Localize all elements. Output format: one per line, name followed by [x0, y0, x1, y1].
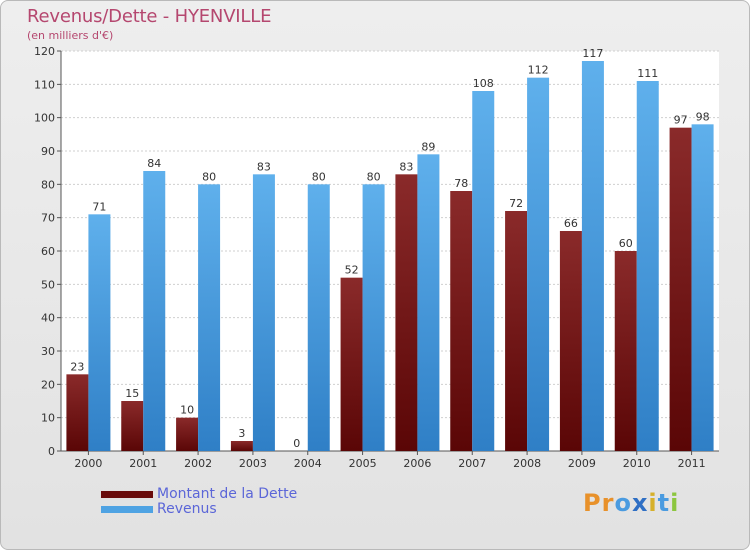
bar-revenus — [691, 124, 714, 451]
logo-letter: o — [614, 489, 632, 517]
data-label-revenus: 111 — [637, 67, 658, 80]
data-label-revenus: 117 — [582, 47, 603, 60]
y-tick-label: 0 — [48, 445, 55, 458]
bar-revenus — [527, 77, 550, 452]
bar-revenus — [472, 91, 495, 451]
bar-dette — [340, 277, 363, 451]
bar-dette — [176, 417, 199, 451]
bar-dette — [450, 191, 473, 451]
data-label-revenus: 71 — [92, 200, 106, 213]
proxiti-logo: Proxiti — [583, 489, 679, 517]
x-tick-label: 2009 — [568, 457, 596, 470]
data-label-dette: 83 — [399, 160, 413, 173]
x-tick-label: 2003 — [239, 457, 267, 470]
y-tick-label: 60 — [41, 245, 55, 258]
legend-swatch-dette — [101, 491, 153, 498]
data-label-dette: 97 — [674, 114, 688, 127]
bar-revenus — [581, 61, 604, 451]
y-tick-label: 10 — [41, 412, 55, 425]
x-tick-label: 2011 — [678, 457, 706, 470]
y-tick-label: 50 — [41, 278, 55, 291]
logo-letter: i — [670, 489, 680, 517]
logo-letter: t — [657, 489, 671, 517]
legend-label-dette: Montant de la Dette — [157, 486, 298, 502]
x-tick-label: 2001 — [129, 457, 157, 470]
y-tick-label: 120 — [34, 45, 55, 58]
data-label-dette: 60 — [619, 237, 633, 250]
y-tick-label: 100 — [34, 112, 55, 125]
bar-revenus — [362, 184, 385, 452]
x-tick-label: 2000 — [74, 457, 102, 470]
bar-revenus — [88, 214, 111, 451]
bar-dette — [121, 401, 144, 451]
logo-letter: r — [601, 489, 615, 517]
legend-label-revenus: Revenus — [157, 501, 217, 517]
bar-revenus — [307, 184, 330, 452]
legend-item-revenus: Revenus — [101, 501, 361, 517]
legend: Montant de la Dette Revenus — [101, 486, 361, 517]
y-tick-label: 30 — [41, 345, 55, 358]
y-tick-label: 90 — [41, 145, 55, 158]
data-label-dette: 23 — [70, 360, 84, 373]
data-label-dette: 0 — [293, 437, 300, 450]
data-label-revenus: 83 — [257, 160, 271, 173]
logo-letter: P — [583, 489, 602, 517]
logo-letter: i — [648, 489, 658, 517]
logo-letter: x — [631, 489, 649, 517]
legend-swatch-revenus — [101, 506, 153, 513]
x-tick-label: 2002 — [184, 457, 212, 470]
bar-dette — [230, 441, 253, 451]
data-label-dette: 78 — [454, 177, 468, 190]
y-tick-label: 20 — [41, 378, 55, 391]
x-tick-label: 2006 — [403, 457, 431, 470]
bar-dette — [559, 231, 582, 451]
bar-dette — [505, 211, 528, 451]
y-tick-label: 80 — [41, 178, 55, 191]
data-label-revenus: 98 — [696, 110, 710, 123]
bar-revenus — [417, 154, 440, 452]
bar-revenus — [198, 184, 221, 452]
data-label-revenus: 112 — [528, 64, 549, 77]
data-label-dette: 72 — [509, 197, 523, 210]
chart-subtitle: (en milliers d'€) — [27, 29, 114, 42]
data-label-revenus: 80 — [312, 170, 326, 183]
data-label-dette: 15 — [125, 387, 139, 400]
data-label-revenus: 84 — [147, 157, 161, 170]
data-label-dette: 10 — [180, 404, 194, 417]
bar-revenus — [143, 171, 166, 451]
y-tick-label: 110 — [34, 78, 55, 91]
data-label-revenus: 80 — [202, 170, 216, 183]
bar-dette — [669, 127, 692, 452]
data-label-revenus: 108 — [473, 77, 494, 90]
x-tick-label: 2007 — [458, 457, 486, 470]
bar-dette — [395, 174, 418, 452]
data-label-revenus: 80 — [367, 170, 381, 183]
bar-dette — [614, 251, 637, 451]
chart-title: Revenus/Dette - HYENVILLE — [27, 6, 272, 27]
y-tick-label: 40 — [41, 312, 55, 325]
bar-chart: 0102030405060708090100110120237120001584… — [34, 45, 719, 470]
data-label-revenus: 89 — [421, 140, 435, 153]
data-label-dette: 52 — [345, 264, 359, 277]
data-label-dette: 66 — [564, 217, 578, 230]
bar-revenus — [636, 81, 659, 451]
y-tick-label: 70 — [41, 212, 55, 225]
bar-dette — [66, 374, 89, 451]
bar-revenus — [252, 174, 275, 452]
data-label-dette: 3 — [238, 427, 245, 440]
x-tick-label: 2010 — [623, 457, 651, 470]
x-tick-label: 2008 — [513, 457, 541, 470]
legend-item-dette: Montant de la Dette — [101, 486, 361, 502]
x-tick-label: 2005 — [349, 457, 377, 470]
x-tick-label: 2004 — [294, 457, 322, 470]
